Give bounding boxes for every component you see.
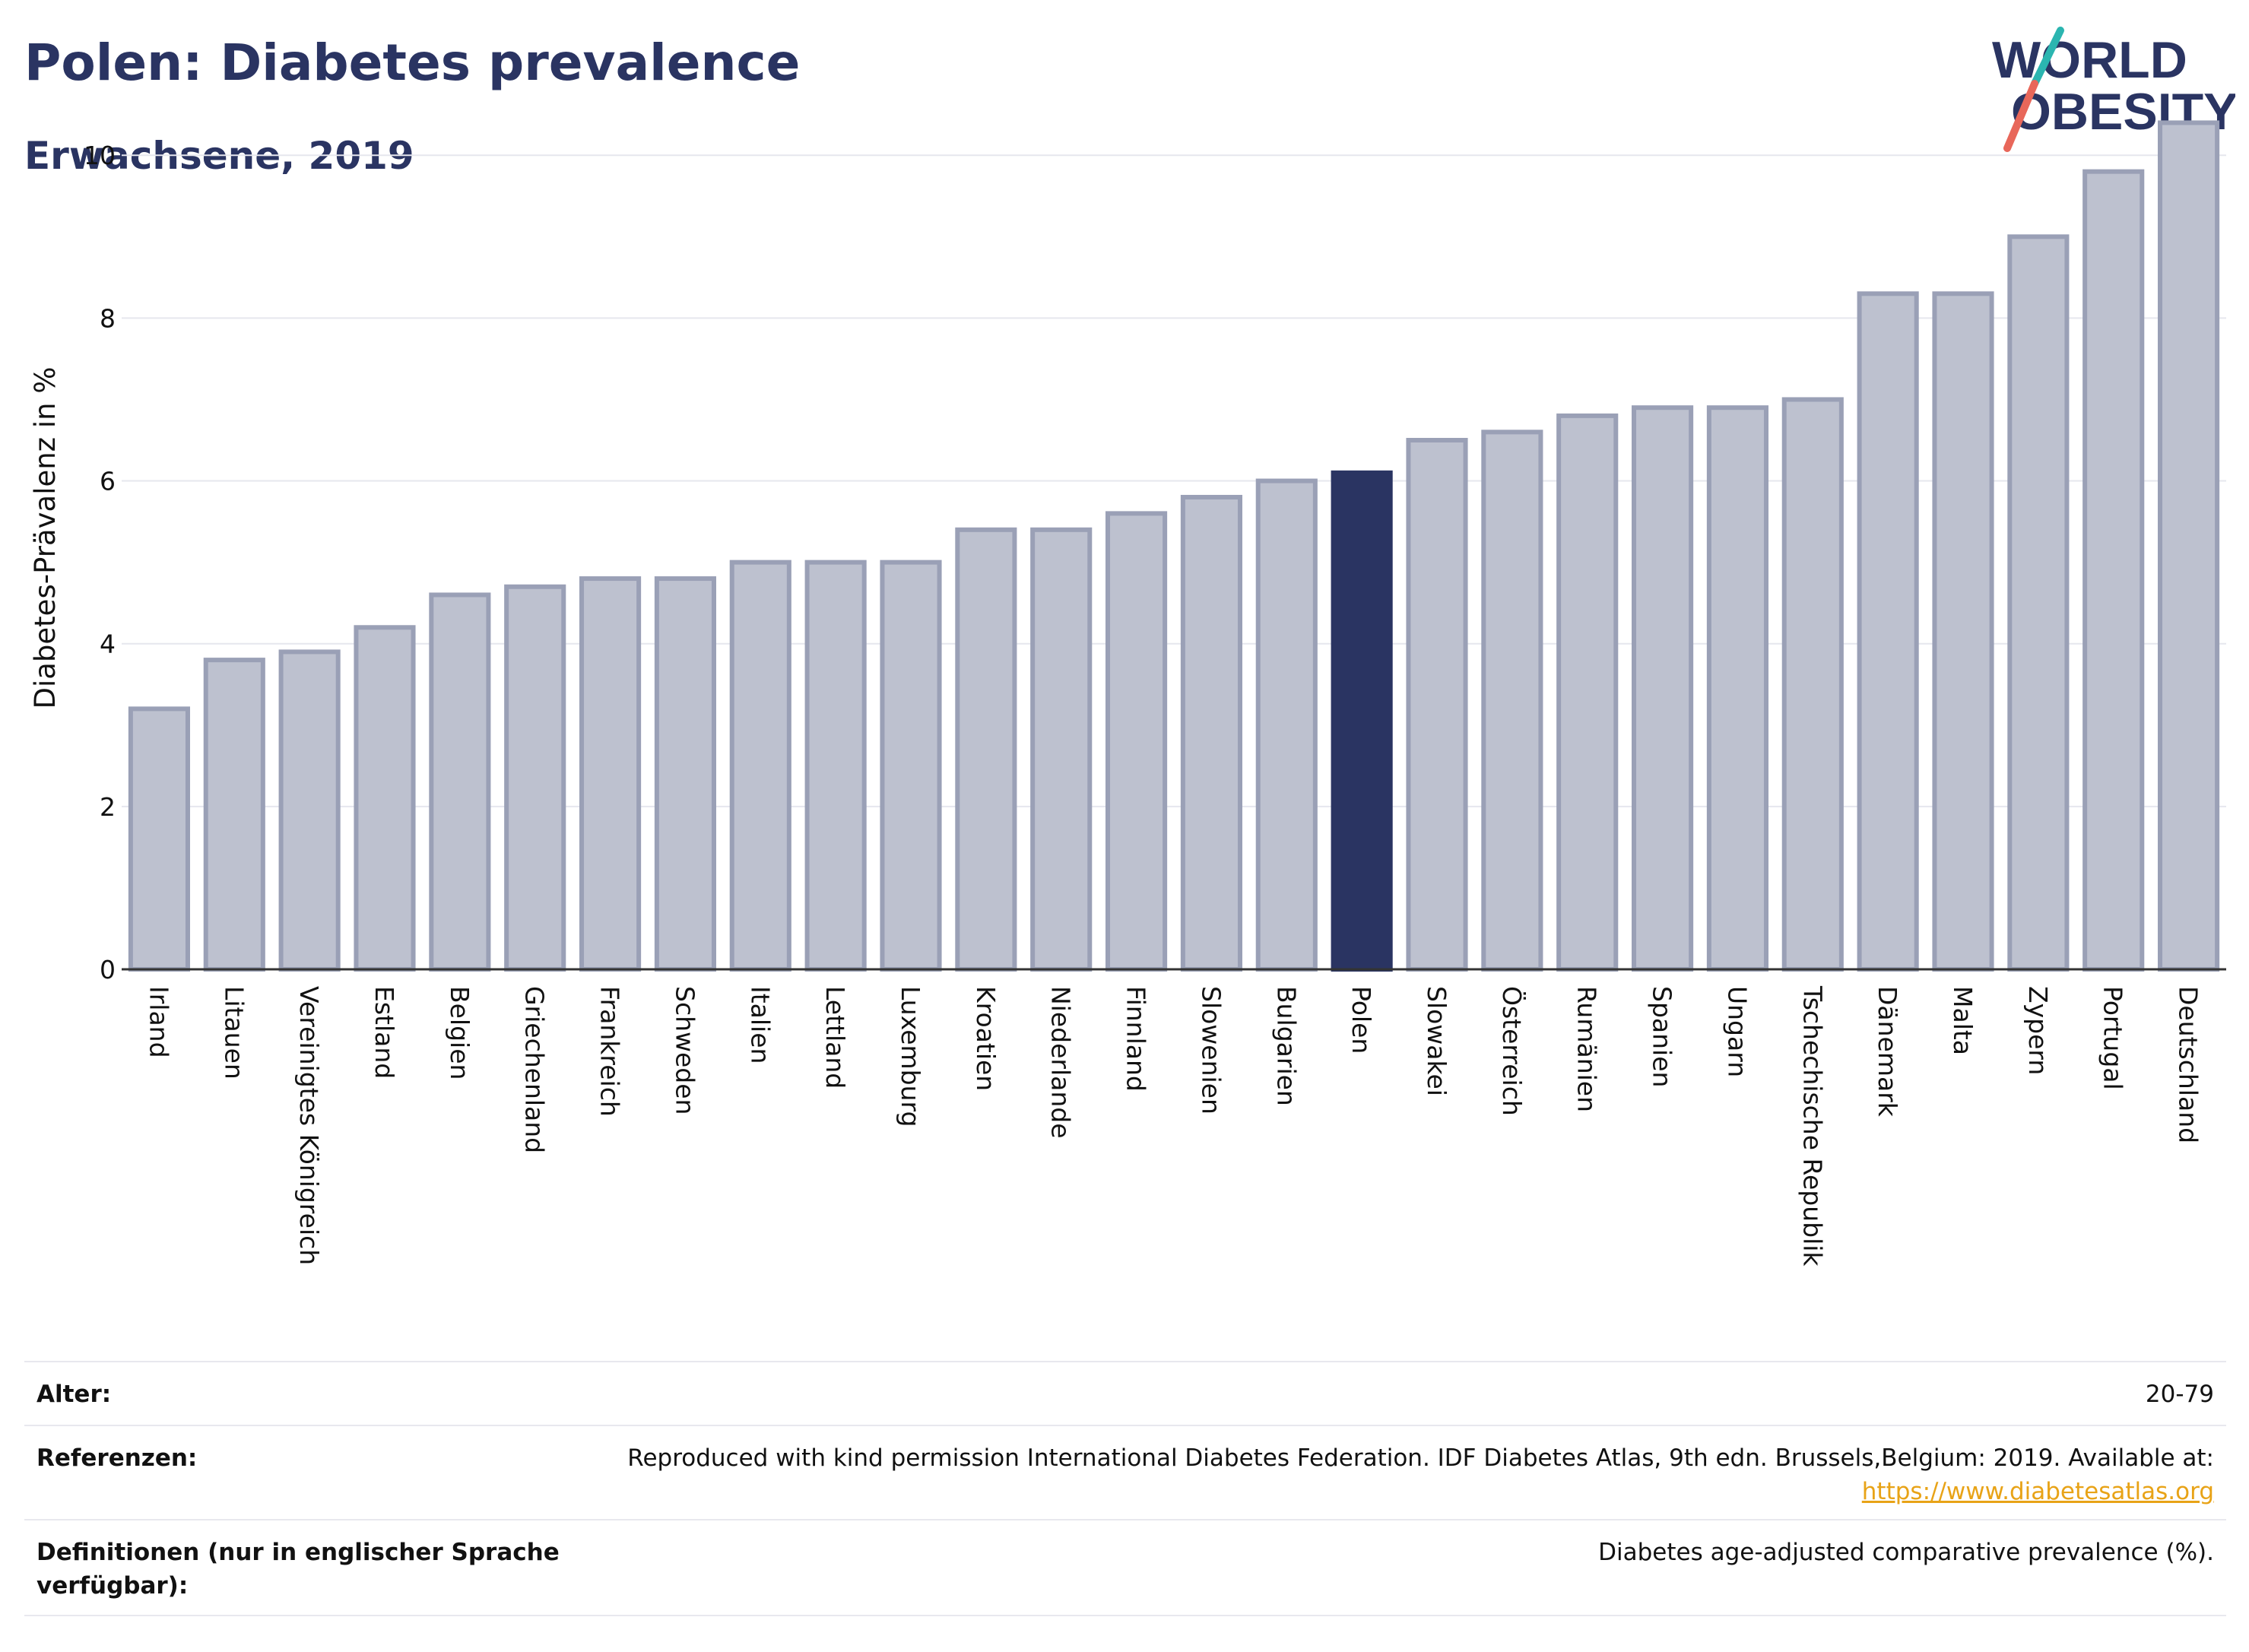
age-value: 20-79: [2145, 1381, 2214, 1408]
info-row-references: Referenzen: Reproduced with kind permiss…: [24, 1425, 2226, 1520]
bar[interactable]: [2158, 120, 2220, 972]
definitions-value: Diabetes age-adjusted comparative preval…: [1598, 1539, 2214, 1566]
bar[interactable]: [1706, 405, 1768, 972]
bar[interactable]: [1556, 413, 1619, 972]
bar[interactable]: [654, 576, 716, 972]
bar-chart: 0 2 4 6 8 10 Irland Litauen Vereinigtes Königre…: [29, 120, 2226, 1267]
bar[interactable]: [354, 625, 416, 972]
x-tick-label: Irland: [144, 986, 173, 1058]
bar[interactable]: [2007, 234, 2070, 972]
x-tick-label: Vereinigtes Königreich: [294, 986, 324, 1265]
x-axis-ticks: Irland Litauen Vereinigtes Königreich Estla…: [144, 985, 2203, 1267]
bar[interactable]: [1481, 430, 1543, 972]
x-tick-label: Schweden: [670, 986, 699, 1115]
bars: [128, 120, 2220, 972]
bar[interactable]: [1632, 405, 1694, 972]
bar[interactable]: [1781, 397, 1844, 972]
bar-highlight[interactable]: [1331, 470, 1393, 972]
x-tick-label: Malta: [1948, 986, 1978, 1055]
bar[interactable]: [1406, 438, 1468, 972]
logo-slash-teal: [2031, 27, 2064, 87]
chart-title: Polen: Diabetes prevalence: [24, 33, 801, 92]
x-tick-label: Lettland: [820, 986, 850, 1089]
bar[interactable]: [2082, 169, 2145, 972]
bar[interactable]: [729, 560, 791, 972]
table-bottom-border: [24, 1615, 2226, 1616]
x-tick-label: Österreich: [1497, 986, 1527, 1116]
info-row-age: Alter: 20-79: [24, 1361, 2226, 1426]
y-tick-label: 8: [100, 303, 116, 333]
bar[interactable]: [429, 592, 491, 972]
bar[interactable]: [203, 658, 265, 972]
definitions-label: Definitionen (nur in englischer Sprache …: [36, 1539, 560, 1600]
x-tick-label: Italien: [745, 986, 775, 1064]
logo-text-world: WORLD: [1992, 31, 2187, 89]
references-link[interactable]: https://www.diabetesatlas.org: [1861, 1478, 2214, 1505]
y-axis-label: Diabetes-Prävalenz in %: [29, 366, 62, 709]
bar[interactable]: [1030, 527, 1093, 972]
bar[interactable]: [278, 649, 341, 972]
x-tick-label: Polen: [1347, 986, 1376, 1054]
x-tick-label: Dänemark: [1873, 986, 1902, 1118]
bar[interactable]: [579, 576, 642, 972]
bar[interactable]: [1255, 478, 1318, 972]
x-tick-label: Deutschland: [2174, 986, 2203, 1143]
y-tick-label: 10: [84, 141, 116, 170]
bar[interactable]: [955, 527, 1017, 972]
bar[interactable]: [1857, 291, 1919, 972]
x-tick-label: Portugal: [2098, 986, 2128, 1090]
y-tick-label: 0: [100, 955, 116, 985]
x-tick-label: Zypern: [2023, 986, 2053, 1075]
x-tick-label: Finnland: [1121, 986, 1151, 1092]
x-tick-label: Belgien: [445, 986, 474, 1080]
x-tick-label: Slowenien: [1196, 986, 1226, 1115]
x-tick-label: Ungarn: [1722, 986, 1752, 1077]
bar[interactable]: [128, 706, 190, 972]
x-tick-label: Estland: [370, 986, 399, 1079]
x-tick-label: Litauen: [219, 986, 249, 1080]
x-tick-label: Frankreich: [595, 986, 625, 1117]
x-tick-label: Griechenland: [520, 986, 550, 1153]
y-tick-label: 2: [100, 792, 116, 822]
y-tick-label: 4: [100, 629, 116, 659]
x-tick-label: Luxemburg: [896, 986, 925, 1127]
bar[interactable]: [804, 560, 867, 972]
x-tick-label: Slowakei: [1422, 986, 1451, 1096]
x-tick-label: Bulgarien: [1271, 986, 1301, 1106]
x-tick-label: Tschechische Republik: [1797, 985, 1827, 1267]
references-text: Reproduced with kind permission Internat…: [627, 1444, 2214, 1472]
x-tick-label: Niederlande: [1046, 986, 1076, 1139]
references-value: Reproduced with kind permission Internat…: [541, 1441, 2214, 1508]
y-axis-ticks: 0 2 4 6 8 10: [84, 141, 116, 985]
bar[interactable]: [880, 560, 942, 972]
bar[interactable]: [1180, 494, 1242, 972]
bar[interactable]: [1932, 291, 1994, 972]
x-tick-label: Rumänien: [1572, 986, 1602, 1112]
info-row-definitions: Definitionen (nur in englischer Sprache …: [24, 1519, 2226, 1616]
x-tick-label: Spanien: [1648, 986, 1677, 1087]
references-label: Referenzen:: [36, 1444, 198, 1472]
x-tick-label: Kroatien: [971, 986, 1001, 1091]
y-tick-label: 6: [100, 467, 116, 496]
age-label: Alter:: [36, 1381, 112, 1408]
logo-slash-coral: [2003, 80, 2038, 152]
bar[interactable]: [504, 584, 566, 972]
bar[interactable]: [1105, 511, 1168, 972]
